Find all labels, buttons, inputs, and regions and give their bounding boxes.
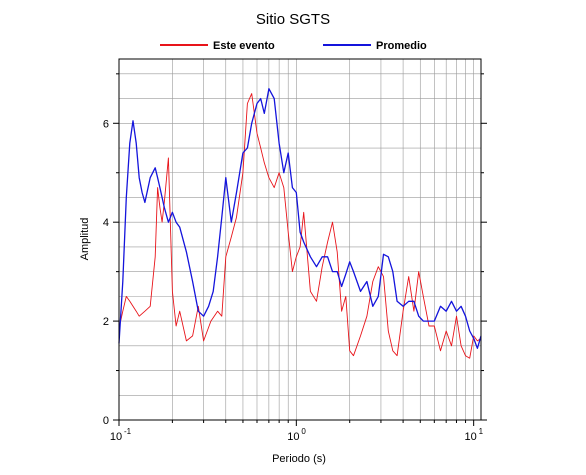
grid — [119, 59, 481, 420]
y-tick-label: 4 — [103, 217, 109, 229]
x-tick-label-exponent: 1 — [479, 427, 484, 436]
y-tick-label: 2 — [103, 316, 109, 328]
chart-title: Sitio SGTS — [256, 11, 330, 28]
y-tick-label: 6 — [103, 118, 109, 130]
series-lines — [118, 88, 482, 359]
x-tick-label: 10 — [287, 431, 299, 443]
legend-label-promedio: Promedio — [376, 40, 427, 52]
x-tick-label-exponent: 0 — [301, 427, 306, 436]
plot-frame — [118, 58, 482, 421]
legend-label-este-evento: Este evento — [213, 40, 275, 52]
x-tick-label: 10 — [465, 431, 477, 443]
x-tick-label-exponent: -1 — [124, 427, 132, 436]
legend: Este evento Promedio — [160, 40, 427, 52]
series-line-promedio — [118, 88, 482, 349]
y-tick-label: 0 — [103, 415, 109, 427]
y-axis-label: Amplitud — [79, 218, 91, 261]
x-tick-label: 10 — [110, 431, 122, 443]
x-axis-label: Periodo (s) — [272, 453, 326, 465]
